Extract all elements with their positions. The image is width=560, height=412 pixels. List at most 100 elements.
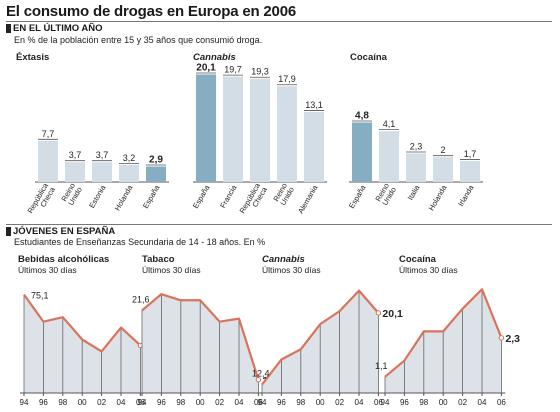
data-label: 75,1 [31, 291, 49, 301]
data-label: 3,2 [123, 153, 136, 163]
tick-label: 94 [20, 398, 29, 407]
tick-label: 00 [78, 398, 87, 407]
tick-label: 00 [439, 398, 448, 407]
chart-title: Cocaína [399, 254, 437, 265]
bar [304, 111, 324, 182]
section-divider [6, 224, 552, 225]
series-line [261, 289, 380, 386]
data-label: 1,1 [375, 361, 388, 371]
bar [433, 157, 453, 182]
page-title: El consumo de drogas en Europa en 2006 [6, 3, 296, 20]
data-label: 2,3 [410, 141, 423, 151]
bar [65, 162, 85, 182]
tick-label: 00 [196, 398, 205, 407]
tick-label: 98 [176, 398, 185, 407]
bar-chart: Cocaína 4,8 España 4,1 ReinoUnido 2,3 Italia 2 H… [347, 52, 483, 212]
tick-label-line: España [141, 183, 162, 210]
section-heading-jovenes: JÓVENES EN ESPAÑA [6, 226, 115, 237]
tick-label: 02 [458, 398, 467, 407]
data-label: 12,4 [252, 369, 270, 379]
tick-label-line: Holanda [113, 183, 135, 212]
bar [352, 122, 372, 182]
tick-label: Francia [218, 183, 239, 210]
tick-label: 02 [215, 398, 224, 407]
data-label: 19,7 [224, 65, 242, 75]
section-subtitle: En % de la población entre 15 y 35 años … [14, 35, 263, 45]
data-label: 17,9 [278, 74, 296, 84]
tick-label: Italia [406, 183, 422, 202]
data-label: 3,7 [96, 150, 109, 160]
tick-label: Irlanda [456, 183, 476, 208]
section-subtitle: Estudiantes de Enseñanzas Secundaria de … [14, 237, 266, 247]
chart-title: Cocaína [350, 52, 388, 63]
series-line [141, 293, 260, 381]
chart-subtitle: Últimos 30 días [18, 265, 77, 275]
tick-label: España [347, 183, 368, 210]
tick-label: RepúblicaCheca [26, 181, 58, 219]
tick-label: 94 [258, 398, 267, 407]
tick-label: 04 [235, 398, 244, 407]
tick-label: 06 [136, 398, 145, 407]
tick-label: 96 [157, 398, 166, 407]
data-label: 20,1 [196, 62, 216, 73]
title-divider [6, 21, 552, 22]
chart-subtitle: Últimos 30 días [399, 265, 458, 275]
bar [406, 153, 426, 182]
tick-label: 04 [355, 398, 364, 407]
tick-label: 98 [296, 398, 305, 407]
tick-label: 04 [117, 398, 126, 407]
bar [146, 166, 166, 182]
tick-label-line: España [347, 183, 368, 210]
tick-label: Estonia [87, 183, 108, 210]
bar-chart: Éxtasis 7,7 RepúblicaCheca 3,7 ReinoUnido 3,7… [16, 52, 169, 219]
end-point-marker [375, 310, 382, 316]
tick-label: 06 [374, 398, 383, 407]
bar [92, 162, 112, 182]
chart-title: Cannabis [262, 254, 305, 265]
bar [196, 74, 216, 182]
tick-label: España [141, 183, 162, 210]
data-label: 7,7 [42, 129, 55, 139]
series-line [23, 293, 142, 353]
tick-label: 96 [39, 398, 48, 407]
tick-label-line: España [191, 183, 212, 210]
data-label: 4,1 [383, 119, 396, 129]
tick-label: RepúblicaCheca [238, 181, 270, 219]
tick-label: 02 [97, 398, 106, 407]
tick-label: 98 [419, 398, 428, 407]
end-point-marker [498, 335, 505, 341]
tick-label: ReinoUnido [59, 182, 84, 207]
section-marker-icon [6, 227, 11, 236]
section-heading-text: EN EL ÚLTIMO AÑO [13, 23, 103, 34]
data-label: 2,3 [505, 333, 520, 345]
tick-label: 94 [381, 398, 390, 407]
end-point-marker [255, 377, 262, 383]
tick-label: 06 [254, 398, 263, 407]
tick-label: ReinoUnido [373, 182, 398, 207]
bar [38, 140, 58, 182]
tick-label: Holanda [113, 183, 135, 212]
chart-title: Éxtasis [16, 52, 49, 63]
chart-title: Cannabis [193, 52, 236, 63]
chart-subtitle: Últimos 30 días [262, 265, 321, 275]
tick-label-line: Holanda [427, 183, 449, 212]
bar [119, 164, 139, 182]
tick-label: 96 [400, 398, 409, 407]
tick-label: España [191, 183, 212, 210]
data-label: 2,9 [149, 154, 163, 165]
section-heading-ultimo-ano: EN EL ÚLTIMO AÑO [6, 23, 103, 34]
section-marker-icon [6, 24, 11, 33]
tick-label: 94 [138, 398, 147, 407]
tick-label-line: Francia [218, 183, 239, 210]
chart-title: Bebidas alcohólicas [18, 254, 109, 265]
tick-label: Holanda [427, 183, 449, 212]
tick-label-line: Alemania [296, 183, 320, 215]
tick-label: 02 [335, 398, 344, 407]
data-label: 2 [440, 145, 445, 155]
